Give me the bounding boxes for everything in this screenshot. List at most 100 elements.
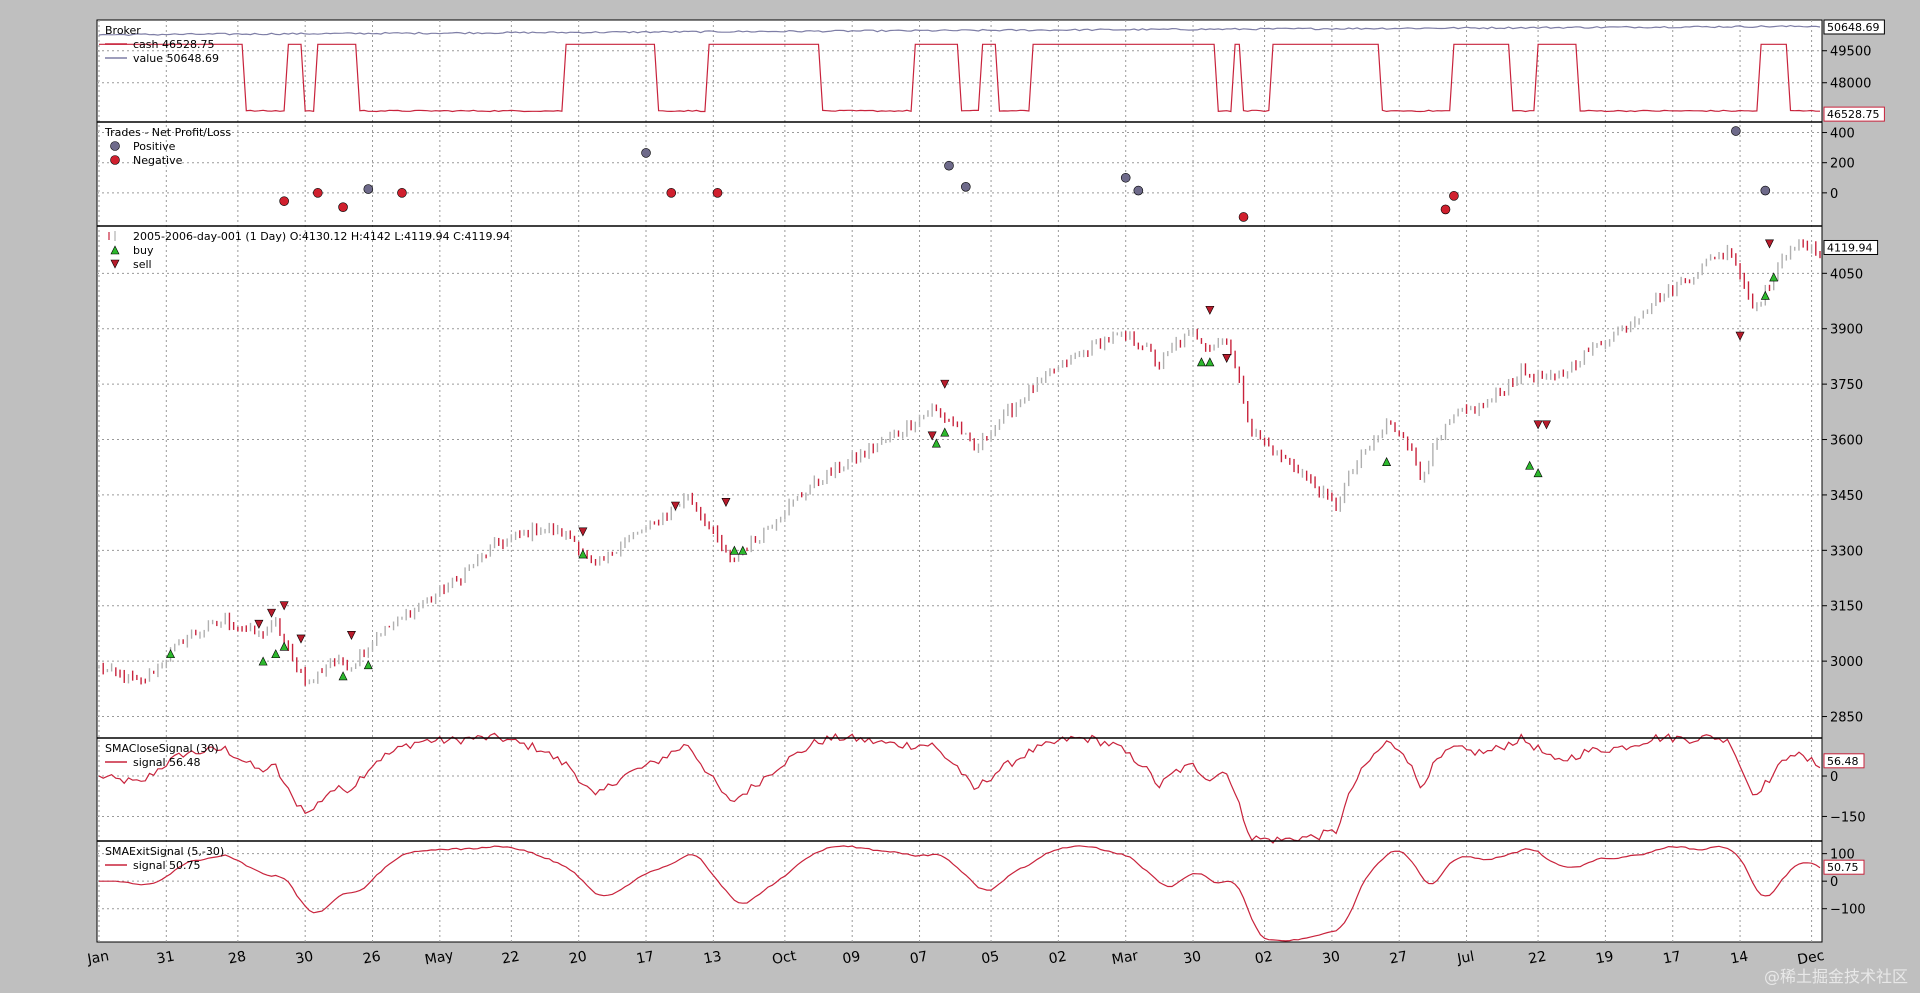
legend-marker: [110, 155, 120, 165]
buy-marker: [271, 649, 281, 659]
last-value-label: 46528.75: [1827, 108, 1880, 121]
trade-negative-point: [712, 188, 723, 198]
legend-label: signal 50.75: [133, 859, 201, 872]
trade-positive-point: [944, 160, 954, 171]
y-tick-label: 3000: [1830, 655, 1863, 670]
cash-line: [99, 43, 1820, 113]
x-tick-label: 05: [980, 949, 1000, 968]
buy-marker: [940, 427, 950, 437]
sell-marker: [927, 431, 937, 441]
legend-label: sell: [133, 258, 152, 271]
sell-marker: [1222, 353, 1232, 363]
x-tick-label: 14: [1729, 949, 1749, 968]
x-tick-label: 02: [1048, 949, 1068, 968]
y-tick-label: 200: [1830, 157, 1855, 172]
marks: [98, 24, 1821, 942]
sell-marker: [1205, 305, 1215, 315]
buy-marker: [578, 549, 588, 559]
sell-marker: [721, 498, 731, 507]
trade-positive-point: [1120, 172, 1131, 183]
y-tick-label: 3900: [1830, 323, 1863, 338]
trade-negative-point: [397, 188, 407, 198]
buy-marker: [1760, 290, 1770, 300]
sell-marker: [346, 630, 356, 640]
trade-positive-point: [641, 148, 651, 158]
buy-marker: [738, 545, 748, 555]
x-tick-label: 22: [1527, 949, 1547, 968]
trade-positive-point: [1760, 185, 1771, 196]
y-tick-label: −150: [1830, 810, 1866, 825]
x-tick-label: Dec: [1796, 948, 1825, 968]
last-value-label: 50.75: [1827, 861, 1859, 874]
sell-marker: [267, 608, 277, 618]
legend-label: buy: [133, 244, 154, 257]
legend-marker: [110, 245, 120, 255]
y-tick-label: 3750: [1830, 378, 1863, 393]
value-line: [98, 24, 1821, 37]
x-tick-label: 07: [909, 949, 929, 968]
buy-marker: [1382, 457, 1392, 466]
y-tick-label: 400: [1830, 127, 1855, 142]
x-tick-label: 17: [635, 949, 655, 968]
y-tick-label: 3300: [1830, 544, 1863, 559]
x-tick-label: 17: [1662, 949, 1682, 968]
x-tick-label: 30: [1182, 949, 1202, 968]
buy-marker: [338, 671, 348, 681]
legend-label: Positive: [133, 140, 176, 153]
buy-marker: [1196, 357, 1206, 367]
last-value-label: 56.48: [1827, 755, 1859, 768]
trade-positive-point: [363, 184, 374, 194]
sell-marker: [1533, 420, 1543, 430]
last-value-box: [1823, 753, 1865, 769]
y-tick-label: 3450: [1830, 489, 1863, 504]
panel-title: 2005-2006-day-001 (1 Day) O:4130.12 H:41…: [133, 230, 510, 243]
buy-marker: [166, 649, 176, 659]
sma-exit-signal-line: [99, 845, 1821, 942]
last-value-label: 50648.69: [1827, 21, 1880, 34]
panel-title: SMAExitSignal (5,-30): [105, 845, 224, 858]
grid: [97, 20, 1822, 942]
sell-marker: [279, 601, 289, 611]
panel-title: SMACloseSignal (30): [105, 742, 219, 755]
buy-marker: [1533, 468, 1543, 478]
x-tick-label: 13: [702, 949, 722, 968]
y-tick-label: 3150: [1830, 600, 1863, 615]
trade-positive-point: [1731, 126, 1741, 136]
last-value-box: [1823, 239, 1879, 255]
trade-negative-point: [313, 188, 323, 198]
x-tick-label: 31: [155, 949, 175, 968]
y-tick-label: 4050: [1830, 267, 1863, 282]
last-value-box: [1823, 19, 1885, 35]
x-tick-label: 26: [362, 949, 382, 968]
x-tick-label: 28: [227, 949, 247, 968]
sell-marker: [1765, 239, 1774, 249]
y-tick-label: 2850: [1830, 711, 1863, 726]
legend-label: value 50648.69: [133, 52, 219, 65]
y-tick-label: 0: [1830, 770, 1838, 785]
buy-marker: [279, 641, 289, 651]
y-tick-label: 48000: [1830, 77, 1871, 92]
x-tick-label: 30: [1321, 949, 1341, 968]
trade-negative-point: [1440, 204, 1451, 215]
plot-area: [96, 19, 1823, 943]
sell-marker: [670, 501, 680, 511]
last-value-label: 4119.94: [1827, 241, 1873, 254]
sell-marker: [1735, 331, 1745, 341]
y-tick-label: 3600: [1830, 434, 1863, 449]
last-value-box: [1823, 106, 1885, 122]
trade-positive-point: [1133, 185, 1144, 196]
axes: Jan 31 28 30 26 May 22 20 17 13 Oct 09 07 05 02 Mar 30 02…: [85, 19, 1885, 968]
legend-label: cash 46528.75: [133, 38, 214, 51]
trade-positive-point: [961, 182, 971, 192]
y-tick-label: 100: [1830, 848, 1855, 863]
x-tick-label: 22: [501, 949, 521, 968]
x-tick-label: Jul: [1455, 949, 1475, 968]
legend-label: signal 56.48: [133, 756, 201, 769]
buy-marker: [258, 656, 268, 666]
y-tick-label: −100: [1830, 903, 1866, 918]
sell-marker: [254, 619, 264, 629]
trade-negative-point: [338, 202, 348, 212]
buy-marker: [1525, 460, 1535, 470]
